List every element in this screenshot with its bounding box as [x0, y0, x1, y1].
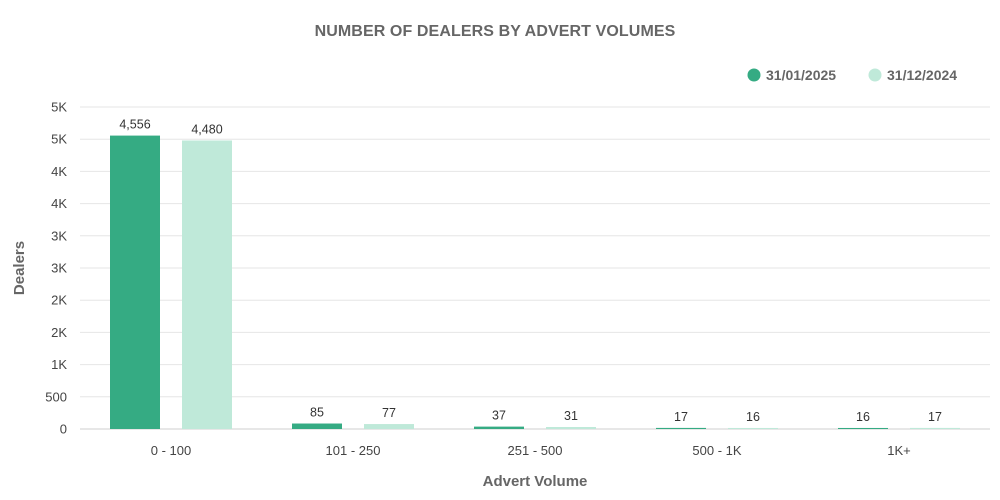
y-tick-label: 5K [51, 132, 67, 147]
data-labels-layer: 4,556 4,480 85 77 37 31 17 16 16 17 [119, 118, 942, 424]
bars-layer [110, 135, 960, 429]
data-label: 17 [674, 410, 688, 424]
bar-series-1[interactable] [292, 423, 342, 429]
x-tick-label: 101 - 250 [326, 443, 381, 458]
y-tick-label: 0 [60, 422, 67, 437]
bar-series-2[interactable] [910, 427, 960, 429]
chart-title: NUMBER OF DEALERS BY ADVERT VOLUMES [315, 23, 676, 40]
y-tick-label: 3K [51, 261, 67, 276]
legend-swatch [747, 68, 761, 82]
data-label: 16 [856, 410, 870, 424]
bar-series-2[interactable] [546, 427, 596, 429]
data-label: 77 [382, 406, 396, 420]
legend-label: 31/01/2025 [766, 67, 836, 83]
y-tick-label: 2K [51, 325, 67, 340]
bar-series-1[interactable] [110, 135, 160, 429]
data-label: 4,480 [191, 122, 222, 136]
data-label: 17 [928, 410, 942, 424]
data-label: 85 [310, 406, 324, 420]
data-label: 31 [564, 409, 578, 423]
bar-series-1[interactable] [838, 427, 888, 429]
data-label: 37 [492, 409, 506, 423]
bar-series-1[interactable] [656, 427, 706, 429]
data-label: 16 [746, 410, 760, 424]
x-tick-label: 0 - 100 [151, 443, 191, 458]
y-tick-label: 5K [51, 100, 67, 115]
bar-series-1[interactable] [474, 426, 524, 429]
legend-swatch [868, 68, 882, 82]
legend-label: 31/12/2024 [887, 67, 957, 83]
data-label: 4,556 [119, 118, 150, 132]
y-tick-label: 500 [45, 389, 67, 404]
legend-item[interactable]: 31/01/2025 [747, 67, 837, 83]
y-tick-label: 2K [51, 293, 67, 308]
x-tick-label: 1K+ [887, 443, 911, 458]
bar-series-2[interactable] [182, 140, 232, 429]
legend[interactable]: 31/01/2025 31/12/2024 [747, 67, 958, 83]
y-tick-label: 4K [51, 164, 67, 179]
x-tick-label: 251 - 500 [508, 443, 563, 458]
x-axis-ticks: 0 - 100 101 - 250 251 - 500 500 - 1K 1K+ [151, 443, 911, 458]
y-tick-label: 4K [51, 196, 67, 211]
y-tick-label: 3K [51, 228, 67, 243]
legend-item[interactable]: 31/12/2024 [868, 67, 958, 83]
bar-series-2[interactable] [728, 427, 778, 429]
y-tick-label: 1K [51, 357, 67, 372]
y-axis-title: Dealers [11, 241, 28, 295]
x-tick-label: 500 - 1K [692, 443, 741, 458]
x-axis-title: Advert Volume [483, 473, 588, 490]
y-axis-ticks: 0 500 1K 2K 2K 3K 3K 4K 4K 5K 5K [45, 100, 67, 437]
bar-series-2[interactable] [364, 424, 414, 429]
